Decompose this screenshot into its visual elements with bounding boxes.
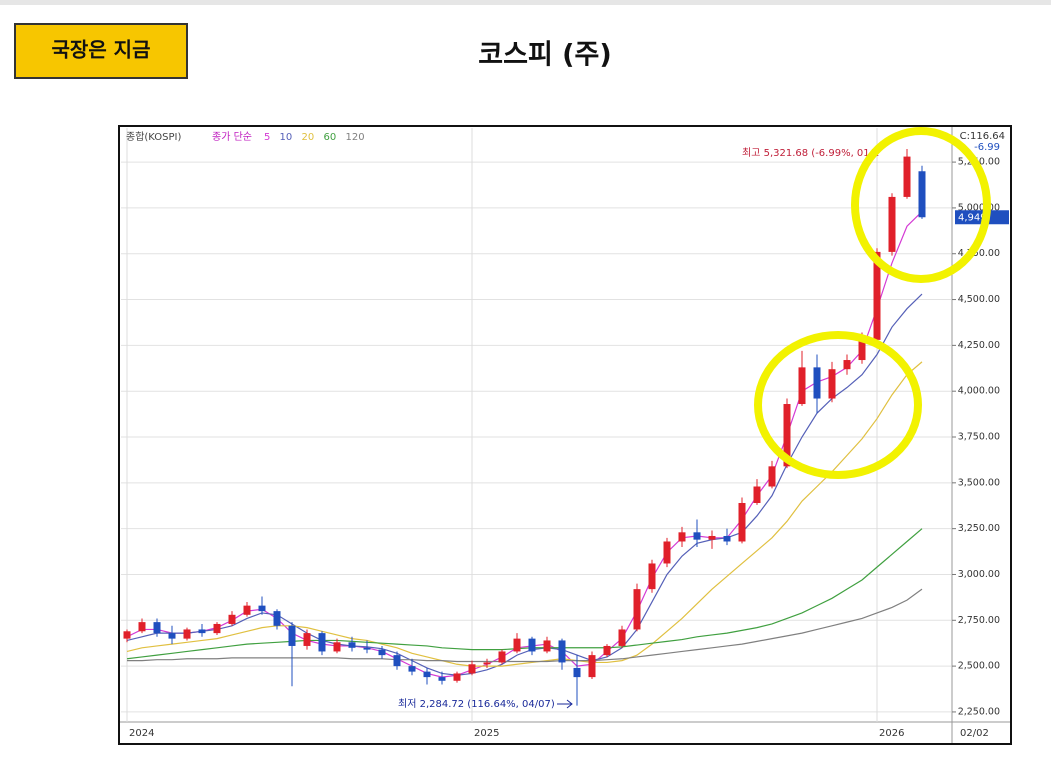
legend-entry: 10 [280, 132, 293, 143]
candle-body [678, 532, 686, 542]
candle-body [153, 622, 161, 634]
candle-body [543, 640, 551, 652]
candle-body [243, 605, 251, 615]
candle-body [438, 677, 446, 681]
candle-body [363, 647, 371, 650]
x-tick-label: 2025 [474, 728, 499, 739]
y-tick-label: 3,500.00 [958, 477, 1000, 488]
candle-body [633, 589, 641, 630]
candle-body [888, 196, 896, 252]
moving-average-line [126, 528, 923, 660]
candle-body [288, 625, 296, 646]
legend-entry: 120 [346, 132, 365, 143]
candle-body [528, 638, 536, 652]
top-bar [0, 0, 1051, 5]
candle-body [693, 532, 701, 540]
candle-body [768, 466, 776, 487]
legend-entry: 20 [302, 132, 315, 143]
candle-body [483, 662, 491, 665]
candle-body [198, 629, 206, 634]
x-last-label: 02/02 [960, 728, 989, 739]
candle-body [333, 642, 341, 652]
x-tick-label: 2026 [879, 728, 904, 739]
legend-prefix: 종합(KOSPI) [126, 131, 182, 143]
candle-body [183, 629, 191, 639]
candle-body [423, 671, 431, 678]
candle-body [738, 502, 746, 542]
y-tick-label: 3,750.00 [958, 432, 1000, 443]
y-tick-label: 3,250.00 [958, 523, 1000, 534]
highlight-circle [754, 331, 922, 479]
candle-body [123, 631, 131, 639]
candle-body [663, 541, 671, 564]
corner-value: C:116.64 [960, 131, 1005, 142]
candle-body [453, 673, 461, 681]
candle-body [603, 645, 611, 656]
x-tick-label: 2024 [129, 728, 154, 739]
high-note: 최고 5,321.68 (-6.99%, 01/2 [742, 147, 879, 159]
candle-body [228, 614, 236, 624]
candle-body [468, 664, 476, 674]
candle-body [393, 655, 401, 667]
price-tag-label: 4,949 [958, 212, 987, 223]
legend-entry: 60 [324, 132, 337, 143]
candle-body [648, 563, 656, 590]
button-label[interactable]: 국장은 지금 [52, 38, 151, 62]
candle-body [138, 622, 146, 632]
candle-body [168, 633, 176, 639]
y-tick-label: 2,750.00 [958, 615, 1000, 626]
candle-body [813, 367, 821, 399]
candle-body [273, 611, 281, 626]
candle-body [903, 156, 911, 197]
y-tick-label: 3,000.00 [958, 569, 1000, 580]
button[interactable] [14, 23, 188, 79]
candle-body [723, 535, 731, 542]
y-tick-label: 4,250.00 [958, 340, 1000, 351]
candle-body [498, 651, 506, 663]
corner-change: -6.99 [974, 142, 1000, 153]
candle-body [873, 251, 881, 340]
candle-body [558, 640, 566, 663]
candle-body [573, 667, 581, 678]
y-tick-label: 2,500.00 [958, 661, 1000, 672]
candle-body [783, 404, 791, 467]
y-tick-label: 4,750.00 [958, 248, 1000, 259]
y-tick-label: 5,000.00 [958, 202, 1000, 213]
candle-body [303, 633, 311, 646]
legend-label: 종가 단순 [212, 131, 252, 143]
candle-body [258, 605, 266, 612]
low-note: 최저 2,284.72 (116.64%, 04/07) [398, 698, 555, 710]
page-title: 코스피 (주) [478, 40, 611, 71]
candle-body [348, 642, 356, 648]
highlight-circle [851, 127, 991, 283]
candle-body [798, 367, 806, 405]
candle-body [918, 171, 926, 218]
y-tick-label: 2,250.00 [958, 706, 1000, 717]
candle-body [408, 666, 416, 672]
candle-body [378, 649, 386, 656]
candle-body [588, 655, 596, 678]
candle-body [828, 369, 836, 399]
candle-body [213, 623, 221, 634]
candle-body [618, 629, 626, 646]
moving-average-line [127, 588, 923, 663]
y-tick-label: 4,500.00 [958, 294, 1000, 305]
low-arrow [557, 699, 573, 709]
legend-entry: 5 [264, 132, 270, 143]
y-tick-label: 4,000.00 [958, 386, 1000, 397]
candle-body [843, 360, 851, 370]
candle-body [753, 486, 761, 503]
price-tag [955, 210, 1009, 225]
moving-average-line [126, 361, 923, 667]
candle-body [858, 339, 866, 361]
candle-body [513, 638, 521, 652]
candle-body [708, 535, 716, 540]
candle-body [318, 633, 326, 652]
